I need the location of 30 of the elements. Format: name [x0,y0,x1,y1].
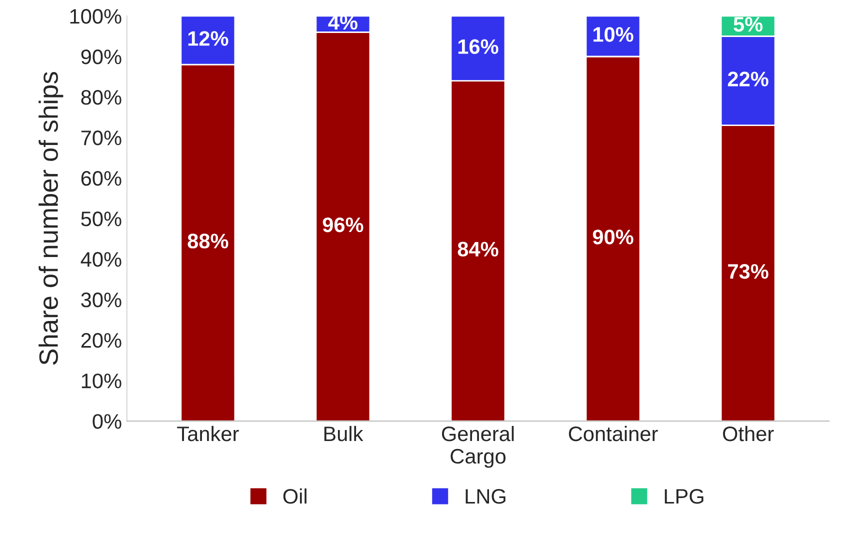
data-label: 90% [592,230,634,244]
data-label: 73% [728,264,768,279]
y-tick-label: 0% [92,414,122,429]
x-tick-label: Other [722,426,774,442]
y-tick-label: 70% [81,130,122,146]
x-tick-label: Container [568,426,658,442]
data-label: 5% [734,17,763,32]
data-label: 84% [458,242,498,257]
y-tick-label: 30% [81,292,122,308]
y-tick-label: 100% [70,8,122,24]
y-tick-label: 40% [80,252,122,267]
y-tick-label: 60% [81,171,122,186]
data-label: 22% [728,72,768,86]
legend-label: Oil [283,488,306,504]
y-tick-label: 20% [81,333,122,348]
data-label: 88% [188,234,228,248]
data-label: 96% [322,217,364,232]
y-tick-label: 50% [81,212,122,226]
y-tick-label: 90% [81,50,122,64]
data-label: 12% [188,31,228,46]
legend-label: LNG [466,488,506,504]
data-label: 16% [458,39,498,54]
x-tick-label: Tanker [177,426,239,442]
y-axis-title: Share of number of ships [38,72,64,365]
y-tick-label: 10% [82,374,122,388]
legend-label: LPG [664,488,704,504]
y-tick-label: 80% [81,90,122,105]
x-tick-label: General Cargo [442,426,514,468]
data-label: 10% [593,27,634,42]
x-tick-label: Bulk [324,426,364,442]
